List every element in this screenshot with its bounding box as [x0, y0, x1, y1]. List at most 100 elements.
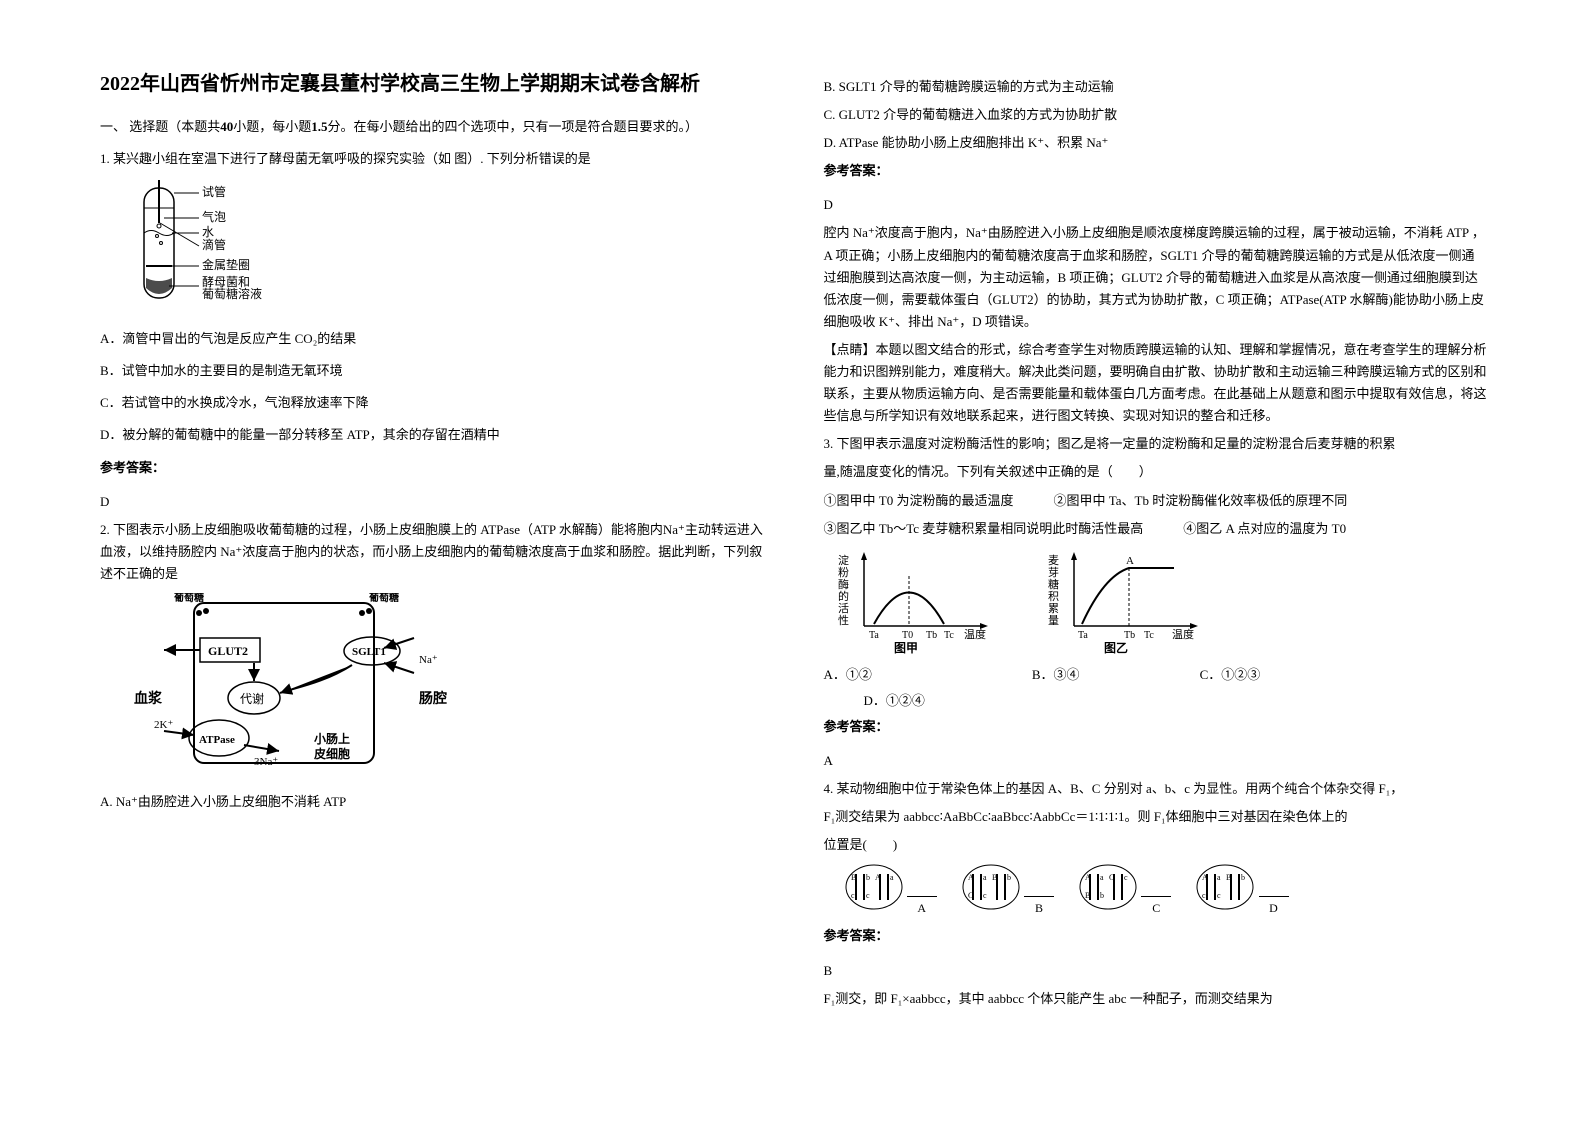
svg-text:Tb: Tb: [926, 630, 937, 641]
svg-text:Na⁺: Na⁺: [419, 654, 438, 666]
q4-choice-diagrams: Bb c c Aa A Aa Cc Bb: [844, 862, 1488, 919]
q1-opt-d: D．被分解的葡萄糖中的能量一部分转移至 ATP，其余的存留在酒精中: [100, 424, 764, 446]
left-column: 2022年山西省忻州市定襄县董村学校高三生物上学期期末试卷含解析 一、 选择题（…: [100, 70, 764, 1082]
q3-opts-row1: A．①② B．③④ C．①②③: [824, 664, 1488, 686]
svg-text:B: B: [1085, 891, 1090, 900]
q3-opt-d: D．①②④: [864, 690, 1488, 712]
svg-text:麦: 麦: [1048, 554, 1059, 567]
q4-stem2: F₁测交结果为 aabbcc∶AaBbCc∶aaBbcc∶AabbCc＝1∶1∶…: [824, 806, 1488, 828]
q3-opt-c: C．①②③: [1200, 664, 1261, 686]
q1-ans-label: 参考答案：: [100, 457, 764, 479]
q2-opt-a: A. Na⁺由肠腔进入小肠上皮细胞不消耗 ATP: [100, 791, 764, 813]
svg-text:Ta: Ta: [869, 630, 879, 641]
q2-expl: 腔内 Na⁺浓度高于胞内，Na⁺由肠腔进入小肠上皮细胞是顺浓度梯度跨膜运输的过程…: [824, 222, 1488, 332]
q1-opt-c: C．若试管中的水换成冷水，气泡释放速率下降: [100, 392, 764, 414]
q3-stem1: 3. 下图甲表示温度对淀粉酶活性的影响；图乙是将一定量的淀粉酶和足量的淀粉混合后…: [824, 433, 1488, 455]
svg-text:小肠上: 小肠上: [314, 731, 350, 746]
page: 2022年山西省忻州市定襄县董村学校高三生物上学期期末试卷含解析 一、 选择题（…: [0, 0, 1587, 1122]
svg-text:c: c: [1217, 891, 1221, 900]
q2-opt-c: C. GLUT2 介导的葡萄糖进入血浆的方式为协助扩散: [824, 104, 1488, 126]
svg-text:T0: T0: [902, 630, 913, 641]
svg-text:a: a: [983, 873, 987, 882]
lbl-sugar: 葡萄糖溶液: [202, 286, 262, 301]
svg-text:量: 量: [1048, 614, 1059, 627]
svg-text:C: C: [1109, 873, 1114, 882]
svg-text:c: c: [1202, 891, 1206, 900]
chart-yi: 麦 芽 糖 积 累 量 A Ta Tb Tc 温度 图乙: [1044, 546, 1214, 656]
svg-text:A: A: [875, 873, 881, 882]
svg-text:A: A: [1202, 873, 1208, 882]
q3-s2: ②图甲中 Ta、Tb 时淀粉酶催化效率极低的原理不同: [1053, 490, 1347, 512]
svg-text:b: b: [1241, 873, 1245, 882]
svg-text:c: c: [851, 891, 855, 900]
svg-text:淀: 淀: [838, 553, 849, 567]
svg-text:温度: 温度: [964, 627, 986, 641]
q1-ans: D: [100, 491, 764, 513]
lbl-dropper: 滴管: [202, 237, 226, 252]
q1-opt-b: B．试管中加水的主要目的是制造无氧环境: [100, 360, 764, 382]
svg-text:性: 性: [838, 613, 849, 627]
lbl-bubble: 气泡: [202, 209, 226, 224]
svg-text:B: B: [992, 873, 997, 882]
svg-text:图乙: 图乙: [1104, 641, 1128, 655]
svg-text:葡萄糖: 葡萄糖: [368, 593, 399, 604]
svg-text:a: a: [1100, 873, 1104, 882]
q4-stem3: 位置是( ): [824, 834, 1488, 856]
q2-opt-b: B. SGLT1 介导的葡萄糖跨膜运输的方式为主动运输: [824, 76, 1488, 98]
q3-s1: ①图甲中 T0 为淀粉酶的最适温度: [824, 490, 1014, 512]
svg-text:GLUT2: GLUT2: [208, 644, 248, 658]
svg-text:代谢: 代谢: [240, 691, 264, 706]
q3-opt-a: A．①②: [824, 664, 872, 686]
q1-opt-a: A．滴管中冒出的气泡是反应产生 CO₂的结果: [100, 328, 764, 350]
q3-stem2: 量,随温度变化的情况。下列有关叙述中正确的是（ ）: [824, 461, 1488, 483]
svg-text:皮细胞: 皮细胞: [313, 746, 350, 761]
q3-s4: ④图乙 A 点对应的温度为 T0: [1183, 518, 1346, 540]
q1-diagram: 试管 气泡 水 滴管 金属垫圈 酵母菌和 葡萄糖溶液: [124, 178, 764, 318]
q3-ans-label: 参考答案：: [824, 716, 1488, 738]
svg-text:B: B: [851, 873, 856, 882]
svg-text:c: c: [983, 891, 987, 900]
svg-text:葡萄糖: 葡萄糖: [173, 593, 204, 604]
svg-text:温度: 温度: [1172, 627, 1194, 641]
svg-text:活: 活: [838, 602, 849, 615]
svg-text:酶: 酶: [838, 578, 849, 591]
q2-diagram: 葡萄糖 葡萄糖 GLUT2 SGLT1 Na⁺ 血浆 肠腔 代谢: [124, 593, 764, 783]
q2-ans-label: 参考答案：: [824, 160, 1488, 182]
exam-title: 2022年山西省忻州市定襄县董村学校高三生物上学期期末试卷含解析: [100, 70, 764, 98]
svg-text:的: 的: [838, 589, 849, 603]
q4-cap-a: A: [907, 896, 937, 918]
q3-ans: A: [824, 750, 1488, 772]
q2-hint: 【点睛】本题以图文结合的形式，综合考查学生对物质跨膜运输的认知、理解和掌握情况，…: [824, 339, 1488, 427]
q3-charts: 淀 粉 酶 的 活 性 Ta T0 Tb Tc 温度 图甲: [834, 546, 1488, 656]
lbl-tube: 试管: [202, 184, 226, 199]
q4-stem1: 4. 某动物细胞中位于常染色体上的基因 A、B、C 分别对 a、b、c 为显性。…: [824, 778, 1488, 800]
svg-text:c: c: [1124, 873, 1128, 882]
svg-text:A: A: [968, 873, 974, 882]
svg-text:A: A: [1126, 555, 1134, 567]
svg-text:图甲: 图甲: [894, 641, 918, 655]
q1-stem: 1. 某兴趣小组在室温下进行了酵母菌无氧呼吸的探究实验（如 图）. 下列分析错误…: [100, 148, 764, 170]
svg-text:肠腔: 肠腔: [419, 690, 447, 707]
q4-cap-b: B: [1024, 896, 1054, 918]
svg-text:Tb: Tb: [1124, 630, 1135, 641]
svg-text:b: b: [866, 873, 870, 882]
svg-text:芽: 芽: [1048, 565, 1059, 579]
svg-text:a: a: [890, 873, 894, 882]
svg-text:Tc: Tc: [1144, 630, 1154, 641]
q2-ans: D: [824, 194, 1488, 216]
svg-text:B: B: [1226, 873, 1231, 882]
svg-text:b: b: [1100, 891, 1104, 900]
svg-text:c: c: [866, 891, 870, 900]
q2-stem: 2. 下图表示小肠上皮细胞吸收葡萄糖的过程，小肠上皮细胞膜上的 ATPase（A…: [100, 519, 764, 585]
svg-text:ATPase: ATPase: [199, 734, 235, 746]
svg-text:累: 累: [1048, 602, 1059, 615]
q4-ans: B: [824, 960, 1488, 982]
svg-text:b: b: [1007, 873, 1011, 882]
chart-jia: 淀 粉 酶 的 活 性 Ta T0 Tb Tc 温度 图甲: [834, 546, 1004, 656]
svg-text:积: 积: [1048, 590, 1059, 603]
svg-text:A: A: [1085, 873, 1091, 882]
q3-opt-b: B．③④: [1032, 664, 1080, 686]
svg-text:Tc: Tc: [944, 630, 954, 641]
q3-s3: ③图乙中 Tb～Tc 麦芽糖积累量相同说明此时酶活性最高: [824, 518, 1144, 540]
svg-text:2K⁺: 2K⁺: [154, 719, 173, 731]
